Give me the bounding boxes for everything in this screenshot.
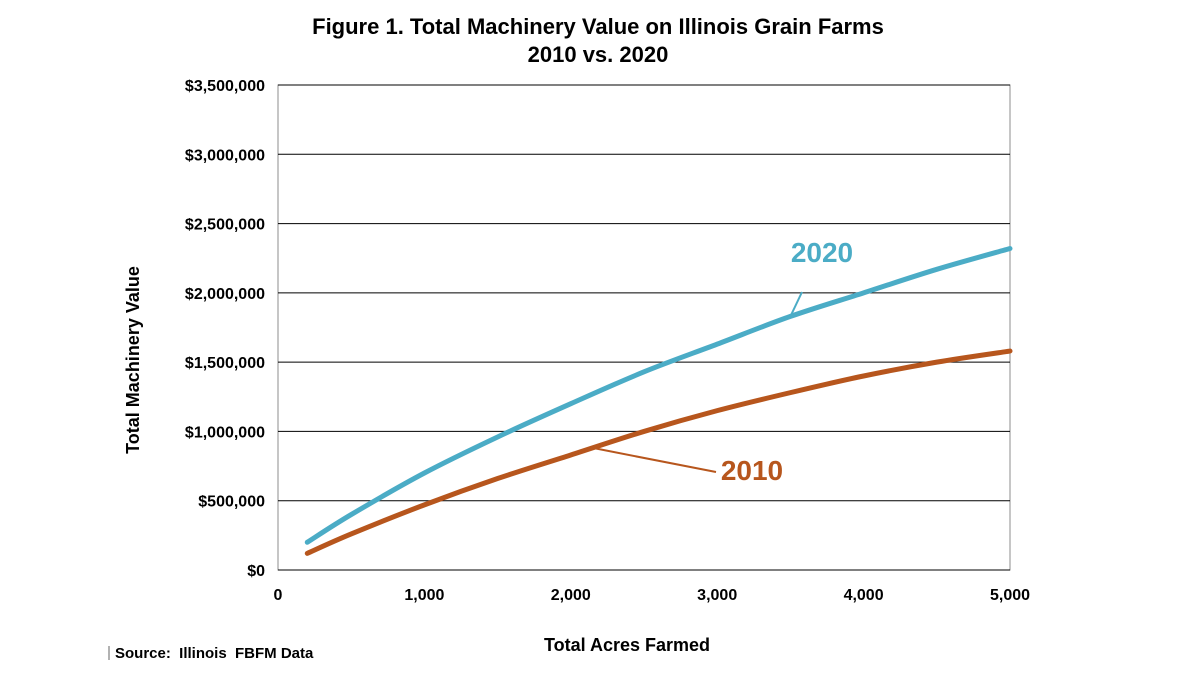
grid-lines: [278, 84, 1010, 502]
x-tick-label: 1,000: [404, 587, 444, 604]
y-tick-label: $500,000: [198, 494, 265, 511]
series-callouts: 2020 2010: [592, 237, 853, 486]
x-tick-label: 2,000: [551, 587, 591, 604]
series-line-2020: [304, 246, 1013, 545]
y-tick-label: $2,000,000: [185, 286, 265, 303]
plot-area-border: [277, 84, 1011, 571]
y-tick-label: $2,500,000: [185, 217, 265, 234]
series-lines: [304, 246, 1013, 556]
y-tick-labels: $0 $500,000 $1,000,000 $1,500,000 $2,000,000…: [185, 78, 265, 580]
series-label-2020: 2020: [791, 237, 853, 268]
x-axis-label: Total Acres Farmed: [544, 635, 710, 655]
source-note: Source: Illinois FBFM Data: [115, 645, 314, 662]
y-tick-label: $3,500,000: [185, 78, 265, 95]
y-tick-label: $1,000,000: [185, 424, 265, 441]
chart-title: Figure 1. Total Machinery Value on Illin…: [312, 14, 884, 39]
chart-subtitle: 2010 vs. 2020: [528, 42, 669, 67]
x-tick-label: 0: [274, 587, 283, 604]
callout-line-2020: [789, 291, 803, 317]
y-tick-label: $1,500,000: [185, 355, 265, 372]
x-tick-labels: 0 1,000 2,000 3,000 4,000 5,000: [274, 587, 1031, 604]
y-tick-label: $0: [247, 563, 265, 580]
series-label-2010: 2010: [721, 455, 783, 486]
callout-line-2010: [592, 446, 717, 473]
x-tick-label: 4,000: [844, 587, 884, 604]
series-line-2010: [304, 348, 1013, 556]
y-tick-label: $3,000,000: [185, 147, 265, 164]
x-tick-label: 3,000: [697, 587, 737, 604]
y-axis-label: Total Machinery Value: [123, 266, 143, 454]
x-tick-label: 5,000: [990, 587, 1030, 604]
